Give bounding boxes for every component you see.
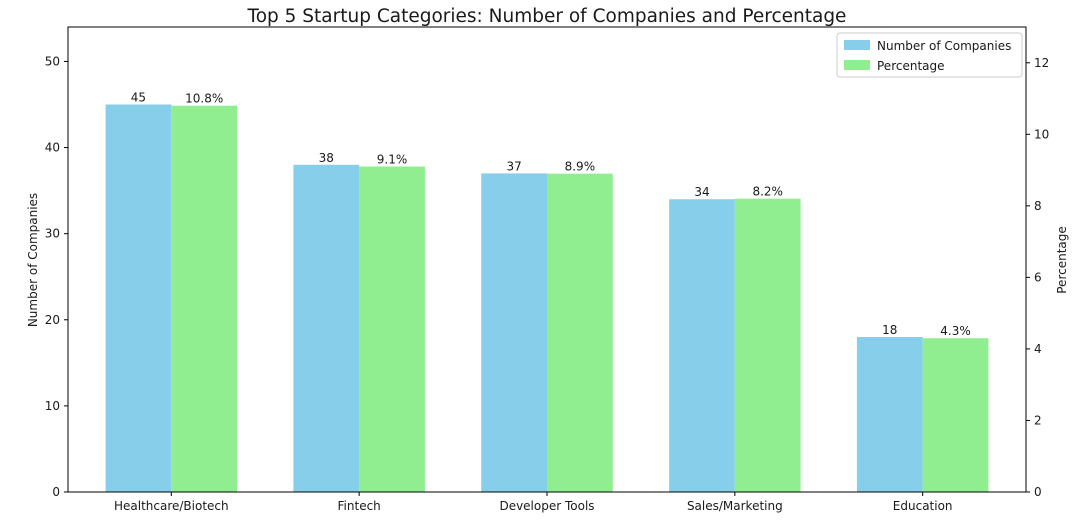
bar-companies-1 <box>293 164 360 492</box>
y2-tick-label: 6 <box>1034 270 1042 284</box>
x-tick-label: Developer Tools <box>499 499 594 513</box>
data-label-percentage-0: 10.8% <box>185 92 223 106</box>
y-tick-label: 30 <box>45 227 60 241</box>
data-label-percentage-3: 8.2% <box>752 185 783 199</box>
data-label-group: 45 10.8% 38 9.1% 37 8.9% 34 8.2% 18 4.3% <box>131 91 971 339</box>
y-tick-label: 50 <box>45 54 60 68</box>
data-label-companies-4: 18 <box>882 323 897 337</box>
y-tick-label: 0 <box>52 485 60 499</box>
bar-percentage-4 <box>922 338 989 492</box>
x-tick-label: Education <box>893 499 953 513</box>
bar-companies-2 <box>481 173 547 492</box>
data-label-companies-2: 37 <box>506 159 521 173</box>
bar-companies-0 <box>105 104 172 492</box>
bar-percentage-3 <box>734 198 801 492</box>
legend-box <box>836 32 1023 78</box>
y2-tick-label: 0 <box>1034 485 1042 499</box>
data-label-percentage-4: 4.3% <box>940 324 971 338</box>
y2-tick-label: 10 <box>1034 127 1049 141</box>
y2-tick-label: 2 <box>1034 413 1042 427</box>
y2-axis-label: Percentage <box>1055 226 1069 294</box>
y2-tick-label: 4 <box>1034 342 1042 356</box>
plot-frame <box>67 26 1027 493</box>
right-y-axis: 0 2 4 6 8 10 12 <box>1026 56 1049 499</box>
bar-companies-3 <box>669 199 735 492</box>
y2-tick-label: 8 <box>1034 199 1042 213</box>
chart-title: Top 5 Startup Categories: Number of Comp… <box>247 6 847 27</box>
legend-swatch-companies <box>844 40 870 50</box>
legend-label-companies: Number of Companies <box>877 39 1011 53</box>
data-label-companies-3: 34 <box>694 185 709 199</box>
data-label-percentage-1: 9.1% <box>377 153 408 167</box>
left-y-axis: 0 10 20 30 40 50 <box>45 54 68 499</box>
bar-percentage-2 <box>547 173 613 492</box>
y-tick-label: 10 <box>45 399 60 413</box>
data-label-percentage-2: 8.9% <box>565 160 596 174</box>
x-tick-label: Fintech <box>338 499 381 513</box>
y-axis-label: Number of Companies <box>26 193 40 327</box>
x-tick-label: Healthcare/Biotech <box>114 499 229 513</box>
data-label-companies-1: 38 <box>319 151 334 165</box>
y2-tick-label: 12 <box>1034 56 1049 70</box>
legend-label-percentage: Percentage <box>877 59 945 73</box>
data-label-companies-0: 45 <box>131 91 146 105</box>
legend-swatch-percentage <box>844 60 870 70</box>
bar-group <box>105 104 989 492</box>
y-tick-label: 20 <box>45 313 60 327</box>
bar-companies-4 <box>856 337 923 492</box>
bar-percentage-0 <box>171 105 238 492</box>
bar-percentage-1 <box>359 166 425 492</box>
x-tick-label: Sales/Marketing <box>687 499 783 513</box>
legend: Number of Companies Percentage <box>836 32 1023 78</box>
y-tick-label: 40 <box>45 141 60 155</box>
x-axis: Healthcare/Biotech Fintech Developer Tools… <box>114 492 953 513</box>
